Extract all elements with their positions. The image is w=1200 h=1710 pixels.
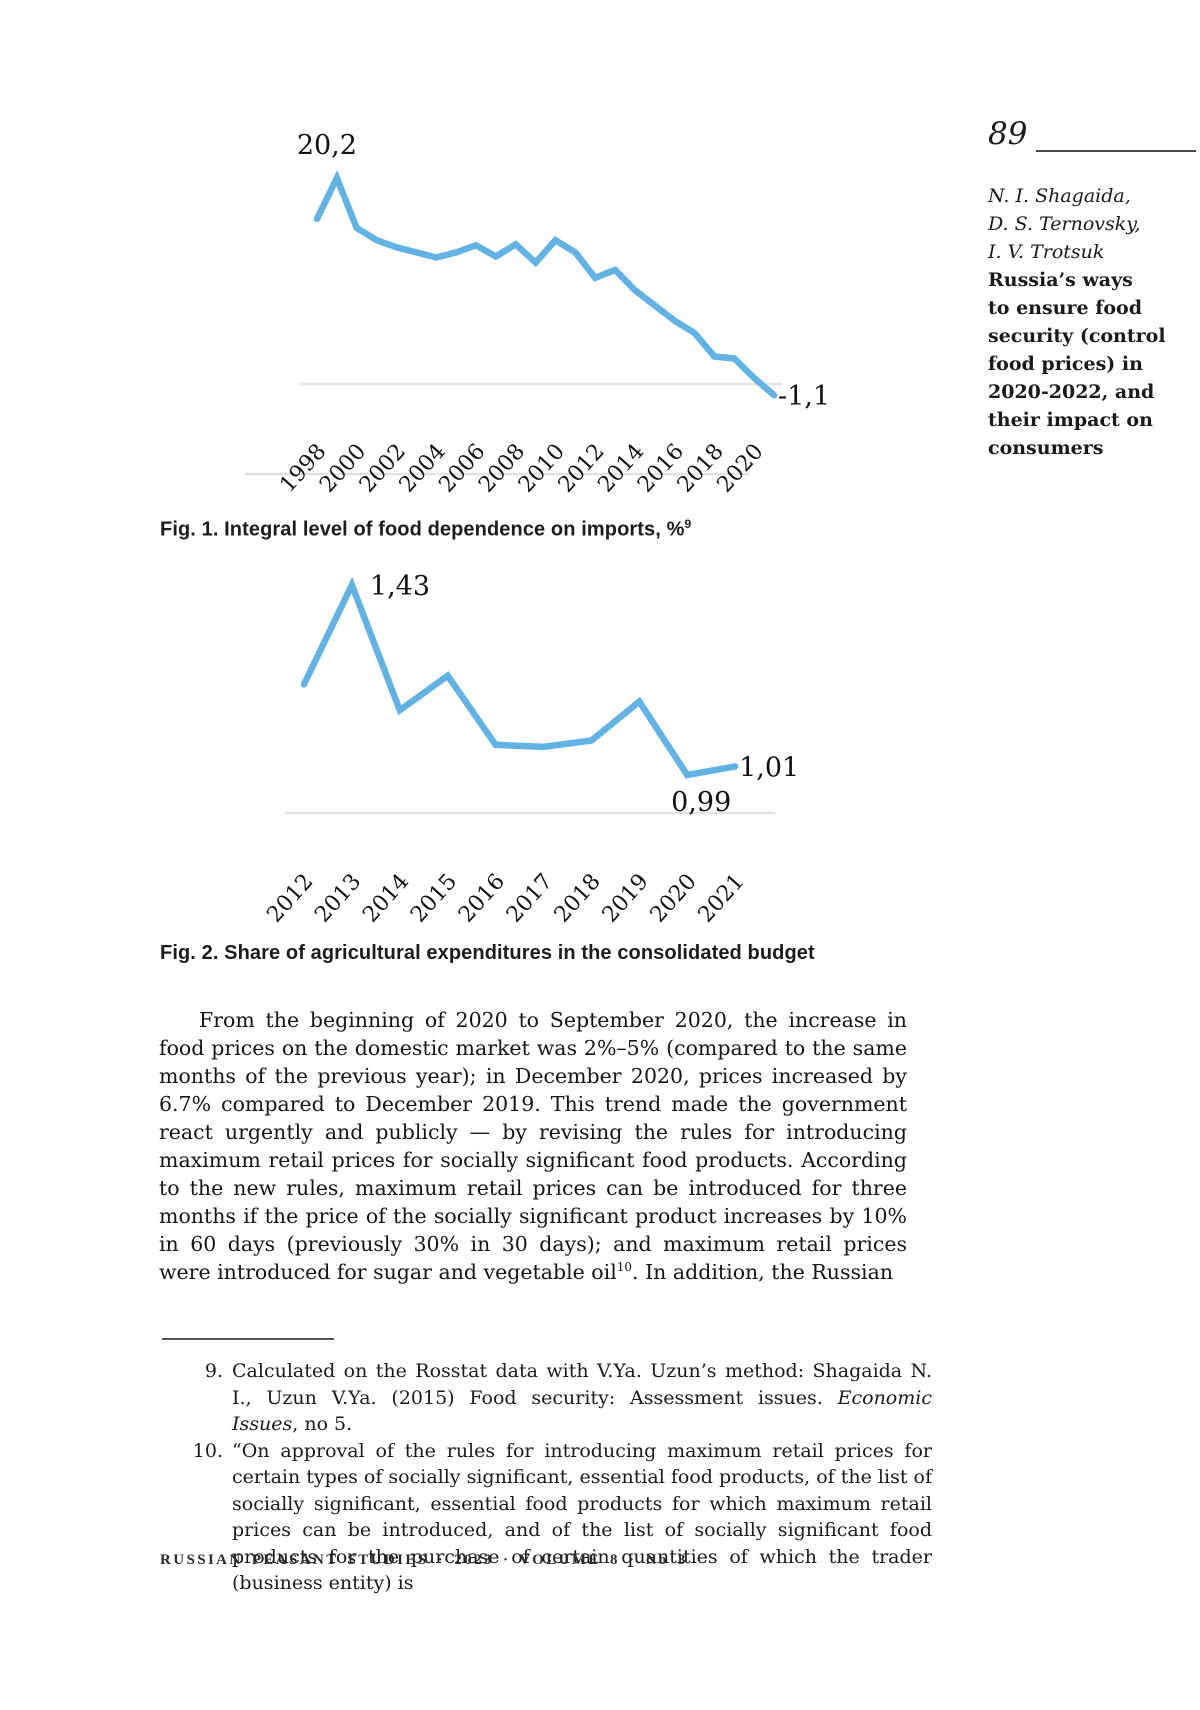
data-point-label: 1,43 [370, 571, 430, 602]
footnote-text: “On approval of the rules for introducin… [232, 1438, 932, 1597]
footnotes: 9. Calculated on the Rosstat data with V.… [160, 1358, 932, 1597]
x-tick-label: 2020 [646, 869, 702, 927]
x-tick-label: 2018 [550, 869, 606, 927]
body-paragraph: From the beginning of 2020 to September … [159, 1006, 907, 1286]
x-tick-label: 2019 [598, 869, 654, 927]
superscript: 10 [616, 1260, 633, 1275]
line-chart-agricultural-expenditures: 2012201320142015201620172018201920202021… [262, 571, 799, 928]
text-run: From the beginning of 2020 to September … [159, 1008, 907, 1284]
data-point-label: 0,99 [671, 787, 731, 818]
data-point-label: 20,2 [297, 130, 357, 161]
x-tick-label: 2014 [358, 869, 414, 927]
footnote-text: Calculated on the Rosstat data with V.Ya… [232, 1358, 932, 1438]
page-number: 89 [988, 116, 1028, 152]
figure-2-caption: Fig. 2. Share of agricultural expenditur… [160, 942, 815, 965]
figure-1-chart: 1998 2000 2002 2004 2006 2008 2010 2012 2014 2016… [240, 118, 830, 498]
figure-1-caption: Fig. 1. Integral level of food dependenc… [160, 517, 691, 542]
data-point-label: 1,01 [739, 752, 799, 783]
text-run: . In addition, the Russian [632, 1260, 894, 1284]
footnote-number: 10. [192, 1439, 223, 1462]
x-tick-label: 2021 [694, 869, 750, 927]
x-tick-label: 2016 [454, 869, 510, 927]
page-number-rule [1036, 150, 1196, 152]
x-tick-label: 2012 [262, 869, 318, 927]
sidebar-article-title: Russia’s ways to ensure food security (c… [988, 269, 1166, 459]
footnote-number: 9. [204, 1360, 223, 1382]
footnote-item: 9. Calculated on the Rosstat data with V.… [160, 1358, 932, 1438]
data-series-line [313, 169, 778, 399]
superscript: 9 [684, 517, 692, 531]
text-run: , no 5. [292, 1413, 353, 1435]
footnote-rule [162, 1338, 334, 1340]
text-run: Fig. 2. Share of agricultural expenditur… [160, 942, 815, 964]
line-chart-food-dependence: 1998200020022004200620082010201220142016… [245, 130, 830, 498]
italic-text: Economic Issues [232, 1386, 932, 1436]
text-run: “On approval of the rules for introducin… [232, 1439, 932, 1595]
x-tick-label: 2013 [310, 869, 366, 927]
x-tick-label: 2017 [502, 869, 558, 927]
text-run: Fig. 1. Integral level of food dependenc… [160, 518, 685, 541]
sidebar-authors: N. I. Shagaida, D. S. Ternovsky, I. V. T… [988, 185, 1141, 263]
data-series-line [300, 576, 739, 779]
x-tick-label: 2015 [406, 869, 462, 927]
journal-footer: RUSSIAN PEASANT STUDIES · 2023 · VOLUME … [160, 1552, 688, 1568]
data-point-label: -1,1 [778, 381, 830, 412]
footnote-item: 10. “On approval of the rules for introdu… [160, 1438, 932, 1597]
x-tick-label: 2020 [713, 439, 769, 497]
text-run: Calculated on the Rosstat data with V.Ya… [232, 1360, 932, 1409]
figure-2-chart: 2012 2013 2014 2015 2016 2017 2018 2019 2020 2021… [260, 540, 800, 928]
